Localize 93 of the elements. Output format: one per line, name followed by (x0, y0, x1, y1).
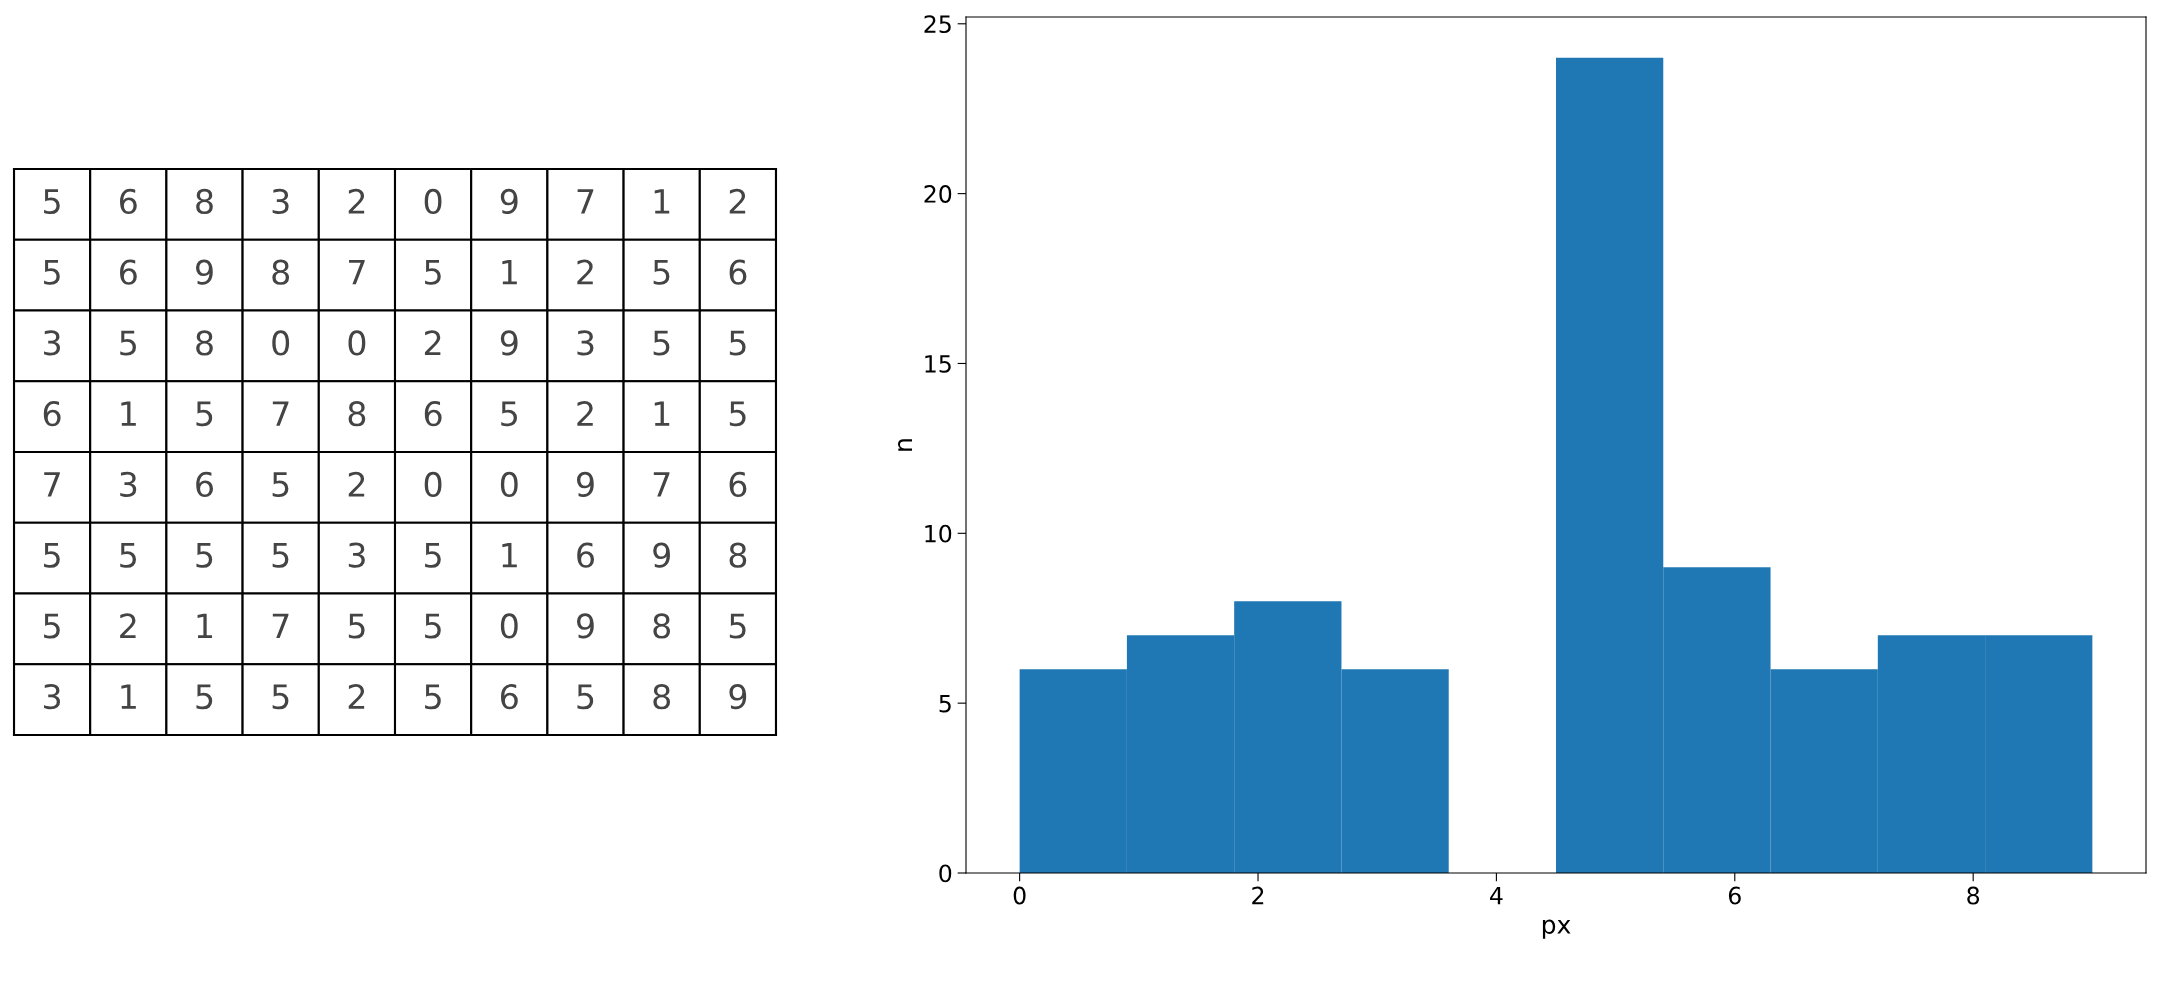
y-tick-label: 15 (925, 355, 951, 373)
data-label: 7 (349, 260, 365, 285)
data-label: 2 (120, 613, 136, 639)
data-label: 2 (348, 471, 365, 497)
data-label: 6 (120, 188, 137, 215)
data-label: 2 (577, 259, 593, 285)
data-label: 5 (729, 613, 746, 639)
data-label: 5 (196, 684, 213, 710)
data-label: 6 (43, 401, 61, 427)
data-label: 2 (348, 188, 365, 214)
y-tick-label: 20 (924, 185, 952, 203)
data-label: 3 (348, 542, 365, 568)
data-label: 1 (121, 684, 136, 709)
data-label: 9 (653, 542, 670, 568)
data-label: 2 (348, 684, 365, 709)
data-label: 6 (729, 259, 747, 285)
data-label: 1 (197, 613, 213, 639)
data-label: 5 (729, 330, 746, 356)
data-label: 6 (729, 471, 747, 498)
data-label: 5 (272, 684, 289, 710)
data-label: 8 (653, 613, 671, 639)
data-label: 5 (729, 401, 746, 427)
data-label: 6 (424, 401, 442, 427)
data-label: 8 (653, 684, 671, 710)
data-label: 7 (272, 613, 289, 639)
data-label: 1 (121, 401, 136, 426)
data-label: 3 (44, 330, 61, 356)
data-label: 6 (501, 684, 518, 710)
data-label: 7 (653, 472, 670, 497)
data-label: 5 (44, 189, 60, 215)
data-label: 0 (348, 330, 366, 356)
data-label: 0 (424, 471, 442, 498)
data-label: 0 (424, 188, 442, 215)
data-label: 5 (425, 684, 441, 710)
data-label: 2 (424, 330, 441, 356)
y-tick-label: 25 (924, 15, 951, 34)
x-tick-label: 8 (1967, 886, 1980, 905)
data-label: 5 (501, 401, 517, 427)
data-label: 8 (348, 401, 366, 427)
data-label: 7 (44, 472, 60, 497)
data-label: 1 (654, 401, 670, 426)
data-label: 9 (195, 259, 213, 285)
data-label: 7 (577, 189, 594, 214)
data-label: 0 (272, 330, 290, 356)
data-label: 5 (425, 260, 441, 285)
data-label: 5 (44, 613, 60, 639)
data-label: 1 (654, 189, 670, 214)
data-label: 7 (272, 401, 289, 426)
data-label: 3 (577, 330, 594, 356)
data-label: 5 (425, 613, 441, 639)
data-label: 5 (120, 543, 136, 568)
data-label: 5 (653, 330, 670, 356)
data-label: 9 (576, 613, 594, 639)
data-label: 5 (44, 543, 60, 568)
data-label: 5 (120, 330, 136, 356)
x-tick-label: 6 (1728, 886, 1741, 905)
data-label: 5 (653, 260, 670, 285)
data-label: 5 (196, 543, 213, 568)
data-label: 3 (272, 188, 289, 215)
data-label: 9 (500, 330, 518, 356)
data-label: 3 (120, 471, 137, 498)
data-label: 5 (577, 684, 594, 710)
data-label: 8 (729, 542, 747, 568)
data-label: 5 (272, 472, 289, 498)
data-label: 1 (502, 543, 517, 568)
data-label: 1 (502, 260, 517, 285)
x-axis-title: px (1542, 919, 1571, 939)
data-label: 9 (729, 684, 747, 710)
data-label: 0 (500, 471, 518, 498)
data-label: 5 (348, 613, 365, 639)
data-label: 0 (500, 613, 518, 639)
x-tick-label: 0 (1013, 886, 1026, 905)
data-label: 3 (44, 684, 61, 710)
data-label: 6 (577, 542, 595, 568)
data-label: 9 (576, 471, 594, 498)
y-axis-title: n (898, 439, 913, 451)
data-label: 8 (272, 259, 290, 285)
data-label: 9 (500, 188, 518, 215)
data-label: 8 (196, 188, 213, 215)
data-label: 5 (272, 543, 289, 568)
y-tick-label: 0 (939, 864, 952, 883)
y-tick-label: 5 (939, 694, 951, 713)
data-label: 2 (729, 188, 746, 214)
data-label: 5 (44, 260, 60, 285)
data-label: 5 (196, 401, 213, 427)
y-tick-label: 10 (925, 524, 952, 543)
data-label: 8 (196, 330, 213, 356)
x-tick-label: 2 (1252, 886, 1264, 905)
x-tick-label: 4 (1490, 886, 1503, 905)
data-label: 5 (425, 543, 441, 568)
data-label: 6 (196, 471, 214, 498)
data-label: 6 (120, 259, 137, 285)
data-label: 2 (577, 401, 593, 426)
